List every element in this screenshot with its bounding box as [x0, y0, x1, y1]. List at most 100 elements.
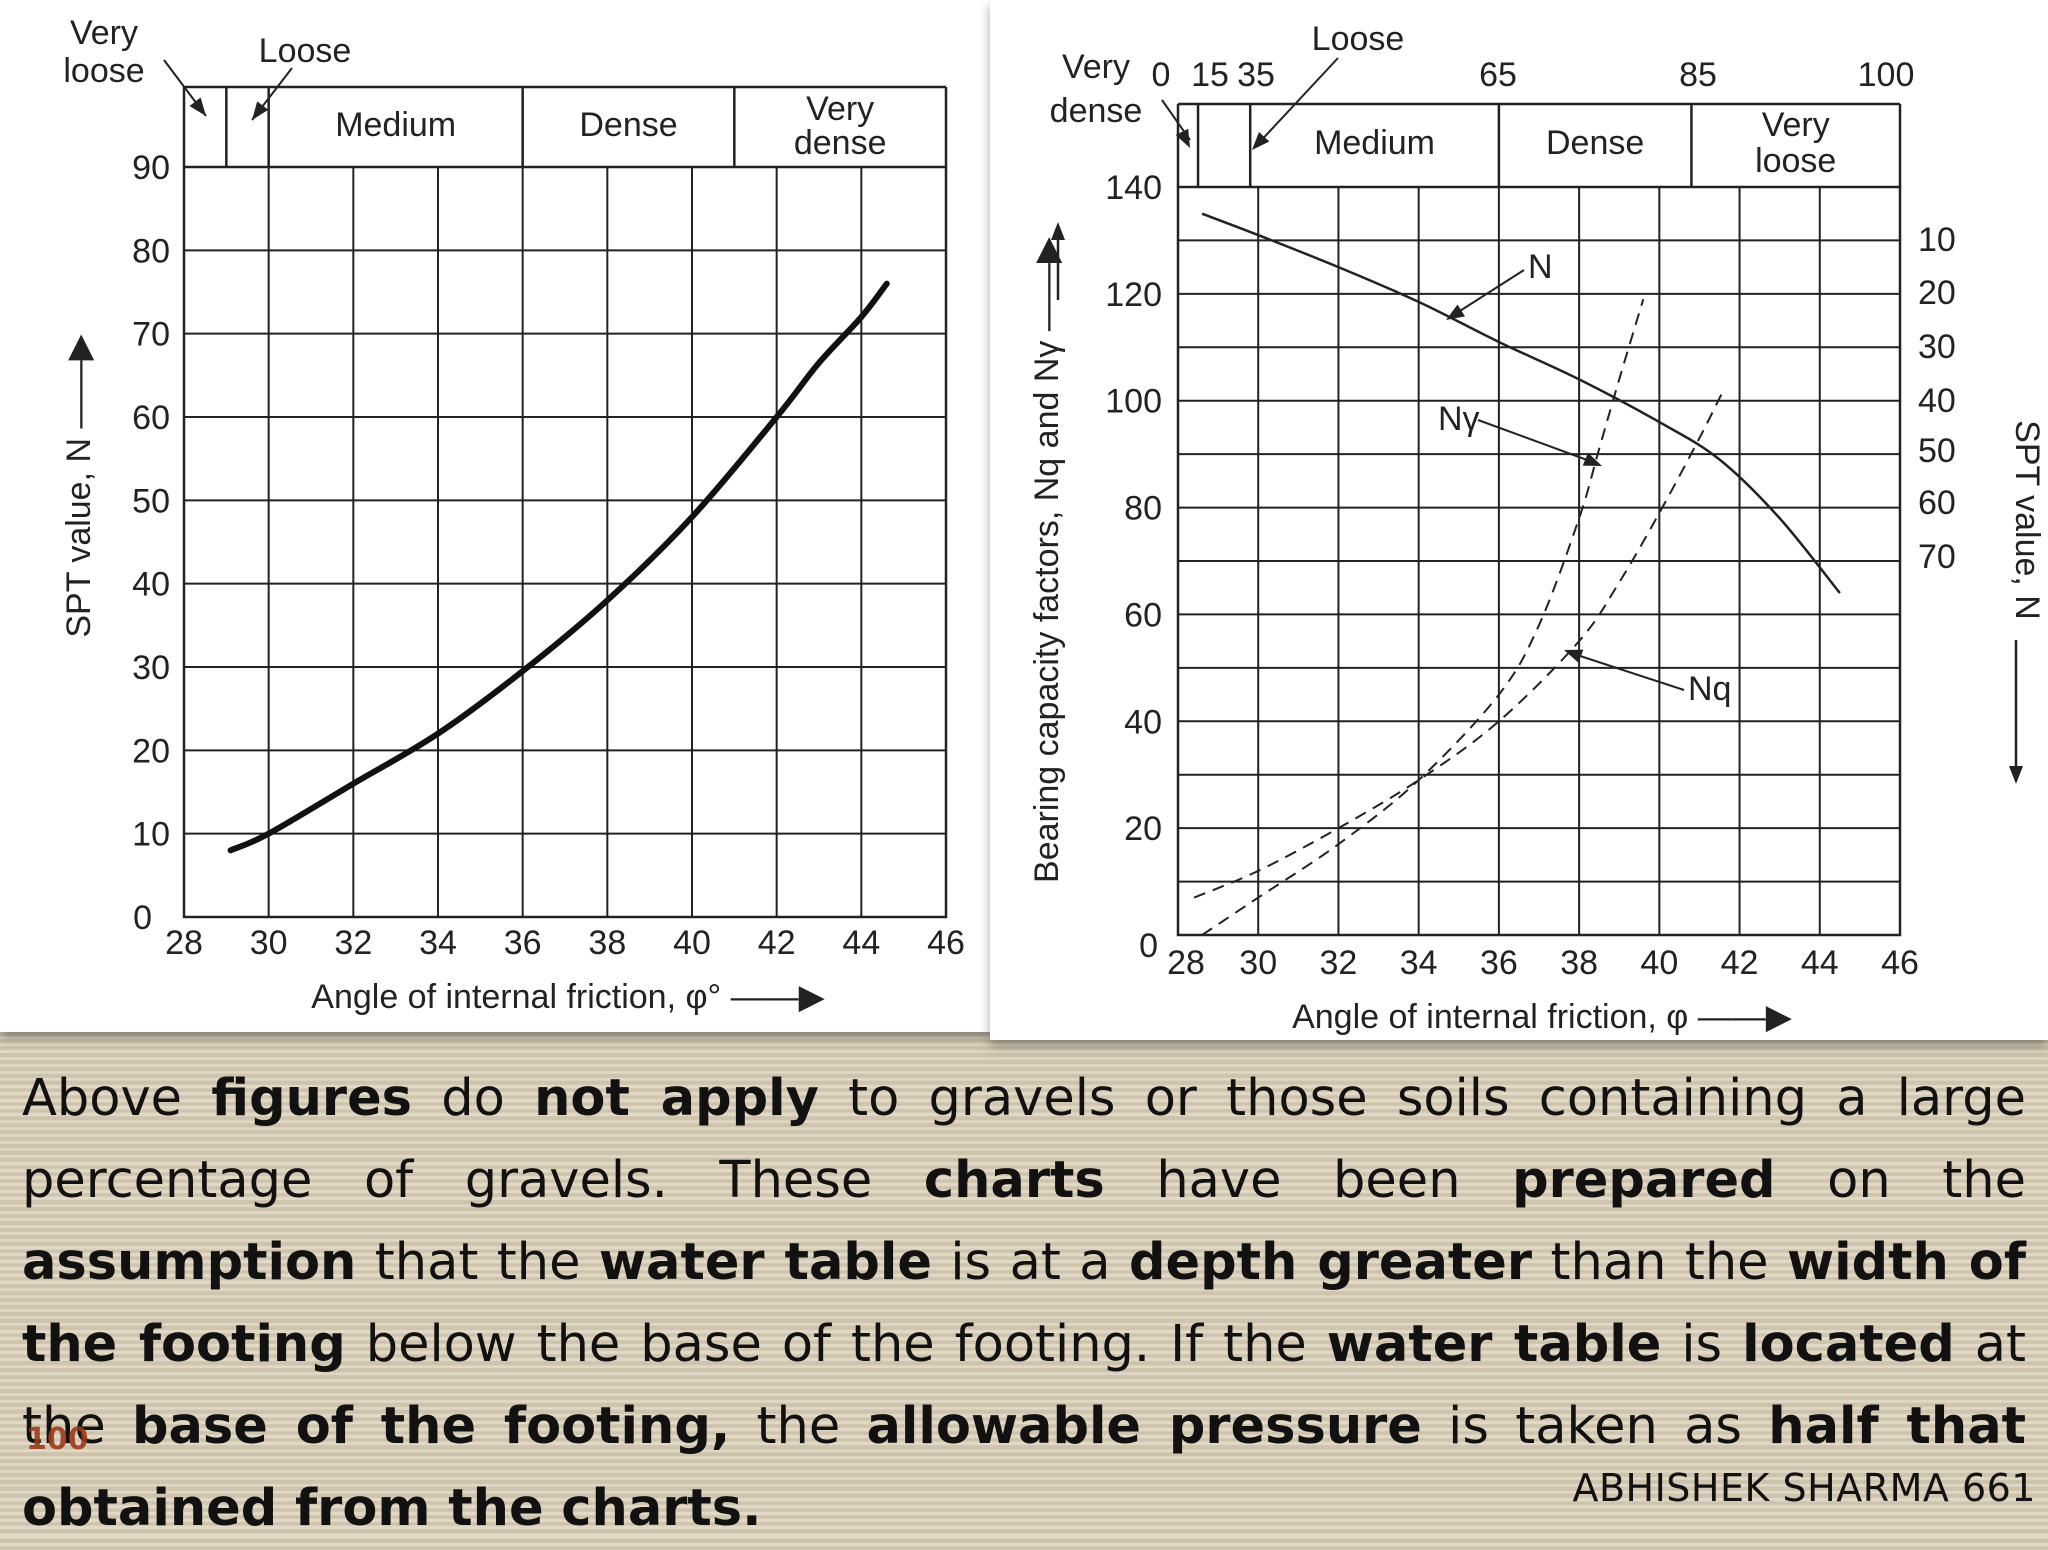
annotation-arrow-nq [1564, 649, 1584, 663]
paragraph-text-run: that the [356, 1233, 599, 1292]
y-tick-label: 70 [132, 316, 170, 354]
x-tick-label: 36 [504, 924, 542, 962]
y-axis-label: SPT value, N ——▶ [60, 334, 98, 638]
x-tick-label: 32 [334, 924, 372, 962]
y-tick-label: 20 [132, 732, 170, 770]
band-label-loose: Loose [259, 32, 352, 70]
x-tick-label: 34 [419, 924, 457, 962]
paragraph-bold-run: not apply [534, 1069, 819, 1128]
right-y-tick-label: 60 [1918, 484, 1956, 522]
right-axis-arrow-head [2009, 766, 2023, 784]
paragraph-bold-run: charts [923, 1151, 1105, 1210]
annotation-leader-nq [1567, 651, 1685, 691]
top-density-tick-label: 15 [1191, 56, 1229, 94]
x-tick-label: 34 [1400, 944, 1438, 982]
y-tick-label: 100 [1105, 383, 1162, 421]
paragraph-text-run: the [730, 1397, 867, 1456]
y-tick-label: 0 [1139, 927, 1158, 965]
paragraph-bold-run: half that obtained from the charts. [22, 1397, 2026, 1538]
band-label-medium: Medium [1314, 124, 1435, 162]
annotation-arrow-ngamma [1582, 452, 1602, 466]
band-label-very-dense: Very dense [1050, 48, 1143, 130]
spt-phi-chart-panel: Very loose Loose Medium Dense Very dense 28 30 32… [0, 0, 992, 1032]
band-leader-very-loose [163, 59, 207, 117]
band-label-dense: Dense [1546, 124, 1644, 162]
annotation-ngamma: Nγ [1438, 400, 1480, 438]
paragraph-bold-run: allowable pressure [866, 1397, 1422, 1456]
plot-frame [1176, 185, 1902, 937]
band-arrow-loose [1252, 132, 1270, 150]
paragraph-text-run: than the [1532, 1233, 1787, 1292]
top-density-tick-label: 85 [1679, 56, 1717, 94]
paragraph-text-run: do [412, 1069, 535, 1128]
x-tick-label: 30 [250, 924, 288, 962]
paragraph-text-run: below the base of the footing. If the [345, 1315, 1327, 1374]
annotation-nq: Nq [1688, 670, 1731, 708]
paragraph-bold-run: assumption [22, 1233, 357, 1292]
x-tick-label: 32 [1320, 944, 1358, 982]
x-tick-label: 40 [1640, 944, 1678, 982]
paragraph-text-run: is [1661, 1315, 1743, 1374]
bearing-capacity-chart: Very dense Loose Medium Dense Very loose 0 15 35 6… [1028, 20, 2046, 1036]
right-y-tick-label: 40 [1918, 382, 1956, 420]
x-axis-label: Angle of internal friction, φ° ——▶ [311, 978, 825, 1016]
band-arrow-loose [252, 101, 269, 120]
y-axis-arrow-head [1051, 222, 1065, 240]
series-line-n [1201, 212, 1841, 594]
paragraph-bold-run: width of the footing [22, 1233, 2027, 1374]
x-tick-label: 30 [1239, 944, 1277, 982]
explanatory-paragraph: Above figures do not apply to gravels or… [22, 1058, 2026, 1550]
band-label-loose: Loose [1312, 20, 1405, 58]
paragraph-text-run: is taken as [1421, 1397, 1769, 1456]
paragraph-text-run: Above [22, 1069, 212, 1128]
right-y-tick-label: 20 [1918, 274, 1956, 312]
x-tick-label: 38 [588, 924, 626, 962]
y-tick-label: 60 [132, 399, 170, 437]
annotation-leader-n [1451, 269, 1525, 317]
x-tick-label: 36 [1480, 944, 1518, 982]
series-line-ngamma [1201, 298, 1645, 936]
paragraph-bold-run: prepared [1512, 1151, 1776, 1210]
band-arrow-very-dense [1175, 128, 1190, 148]
x-tick-label: 44 [1801, 944, 1839, 982]
paragraph-text-run: on the [1775, 1151, 2026, 1210]
right-y-axis-label: SPT value, N [2008, 420, 2046, 620]
y-tick-label: 80 [1124, 490, 1162, 528]
x-tick-label: 28 [165, 924, 203, 962]
paragraph-text-run: have been [1104, 1151, 1513, 1210]
x-tick-label: 42 [758, 924, 796, 962]
x-axis-label: Angle of internal friction, φ ——▶ [1292, 998, 1793, 1036]
x-tick-label: 44 [842, 924, 880, 962]
paragraph-bold-run: depth greater [1128, 1233, 1533, 1292]
band-label-medium: Medium [335, 106, 456, 144]
y-tick-label: 10 [132, 816, 170, 854]
paragraph-bold-run: base of the footing, [132, 1397, 731, 1456]
series-line-spt [227, 280, 890, 854]
y-tick-label: 0 [133, 899, 152, 937]
y-tick-label: 50 [132, 482, 170, 520]
y-tick-label: 40 [132, 566, 170, 604]
paragraph-text-run: is at a [931, 1233, 1129, 1292]
band-label-very-loose: Very loose [1755, 106, 1836, 180]
annotation-n: N [1528, 248, 1553, 286]
y-tick-label: 120 [1105, 276, 1162, 314]
x-tick-label: 40 [673, 924, 711, 962]
y-tick-label: 30 [132, 649, 170, 687]
series-line-nq [1193, 389, 1725, 899]
x-tick-label: 42 [1721, 944, 1759, 982]
y-tick-label: 20 [1124, 810, 1162, 848]
author-footer: ABHISHEK SHARMA 661 [1572, 1466, 2036, 1510]
paragraph-text-run: to gravels or those soils containing a l… [22, 1069, 2027, 1210]
x-tick-label: 38 [1560, 944, 1598, 982]
right-y-tick-label: 30 [1918, 328, 1956, 366]
top-density-tick-label: 0 [1152, 56, 1171, 94]
paragraph-bold-run: located [1742, 1315, 1955, 1374]
annotation-leader-ngamma [1477, 419, 1599, 465]
annotation-arrow-n [1446, 304, 1465, 320]
paragraph-bold-run: figures [211, 1069, 413, 1128]
x-tick-label: 28 [1167, 944, 1205, 982]
x-tick-label: 46 [927, 924, 965, 962]
x-tick-label: 46 [1881, 944, 1919, 982]
y-tick-label: 80 [132, 232, 170, 270]
paragraph-bold-run: water table [1326, 1315, 1662, 1374]
